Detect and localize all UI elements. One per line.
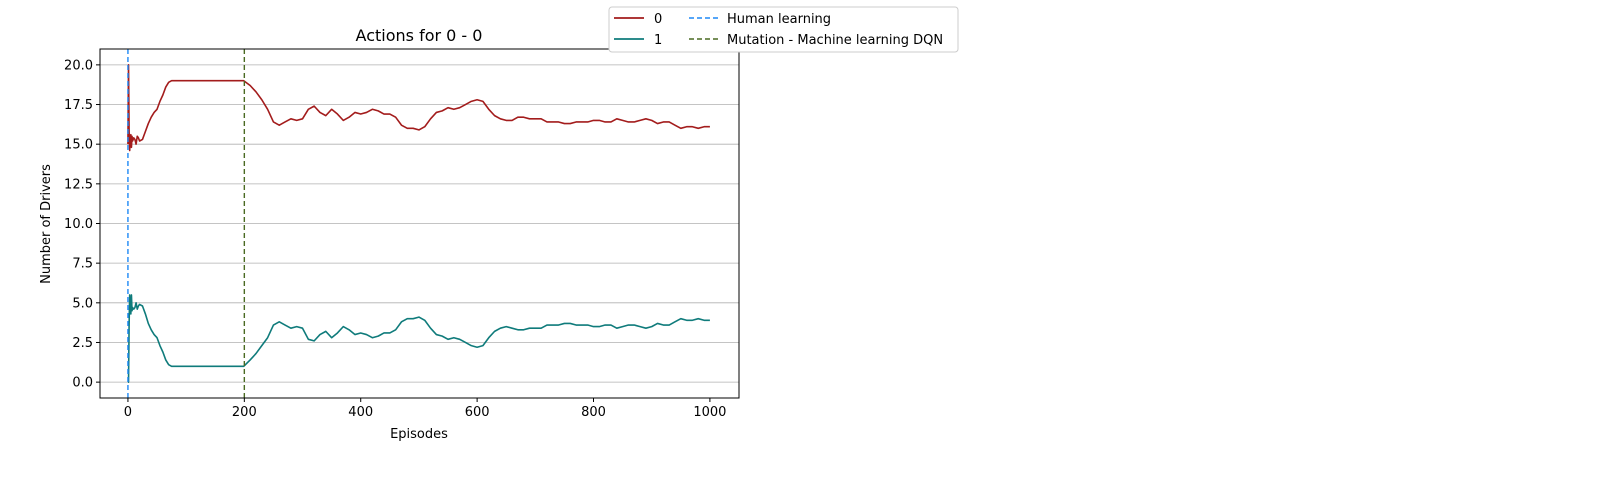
- x-axis-label: Episodes: [390, 427, 448, 442]
- series-line-0: [127, 64, 710, 152]
- legend-frame: [608, 6, 959, 53]
- y-tick-label: 17.5: [64, 98, 93, 113]
- x-axis-ticks: 0 200 400 600 800 1000: [124, 398, 726, 420]
- x-tick-label: 600: [465, 405, 490, 420]
- legend-label-series-1: 1: [654, 33, 662, 48]
- y-axis-label: Number of Drivers: [39, 164, 54, 284]
- series-line-1: [127, 294, 710, 383]
- y-tick-label: 7.5: [72, 257, 93, 272]
- x-tick-label: 1000: [693, 405, 726, 420]
- y-tick-label: 10.0: [64, 217, 93, 232]
- gridlines: [100, 64, 739, 383]
- y-tick-label: 2.5: [72, 336, 93, 351]
- x-tick-label: 400: [348, 405, 373, 420]
- y-tick-label: 0.0: [72, 376, 93, 391]
- chart-title: Actions for 0 - 0: [356, 26, 483, 45]
- vertical-markers: [127, 49, 246, 398]
- legend-label-series-0: 0: [654, 12, 662, 27]
- legend-label-human-learning: Human learning: [727, 12, 831, 27]
- y-axis-ticks: 0.0 2.5 5.0 7.5 10.0 12.5 15.0 17.5 20.0: [64, 58, 100, 391]
- x-tick-label: 0: [124, 405, 132, 420]
- x-tick-label: 200: [232, 405, 257, 420]
- legend: 0 1 Human learning Mutation - Machine le…: [608, 6, 959, 53]
- x-tick-label: 800: [581, 405, 606, 420]
- y-tick-label: 5.0: [72, 296, 93, 311]
- y-tick-label: 15.0: [64, 138, 93, 153]
- legend-label-mutation-dqn: Mutation - Machine learning DQN: [727, 33, 943, 48]
- y-tick-label: 20.0: [64, 58, 93, 73]
- y-tick-label: 12.5: [64, 177, 93, 192]
- series-lines: [127, 64, 710, 383]
